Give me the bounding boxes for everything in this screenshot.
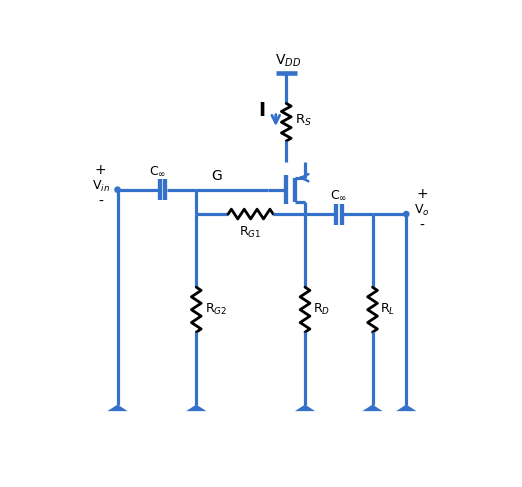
Text: V$_{DD}$: V$_{DD}$	[275, 53, 301, 69]
Text: R$_{G2}$: R$_{G2}$	[205, 302, 227, 317]
Polygon shape	[396, 405, 417, 411]
Text: I: I	[258, 101, 266, 120]
Text: -: -	[420, 219, 424, 233]
Text: R$_{G1}$: R$_{G1}$	[240, 225, 262, 241]
Text: -: -	[98, 194, 103, 208]
Polygon shape	[362, 405, 383, 411]
Text: G: G	[211, 169, 222, 183]
Text: C$_\infty$: C$_\infty$	[149, 165, 167, 178]
Polygon shape	[186, 405, 206, 411]
Circle shape	[115, 187, 120, 192]
Text: +: +	[416, 187, 428, 201]
Text: V$_o$: V$_o$	[414, 203, 430, 218]
Polygon shape	[108, 405, 128, 411]
Text: R$_D$: R$_D$	[313, 302, 330, 317]
Text: R$_L$: R$_L$	[380, 302, 395, 317]
Text: R$_S$: R$_S$	[294, 113, 312, 128]
Polygon shape	[295, 405, 315, 411]
Text: C$_\infty$: C$_\infty$	[330, 189, 347, 202]
Text: +: +	[95, 163, 106, 177]
Circle shape	[404, 211, 409, 217]
Text: V$_{in}$: V$_{in}$	[92, 179, 110, 194]
